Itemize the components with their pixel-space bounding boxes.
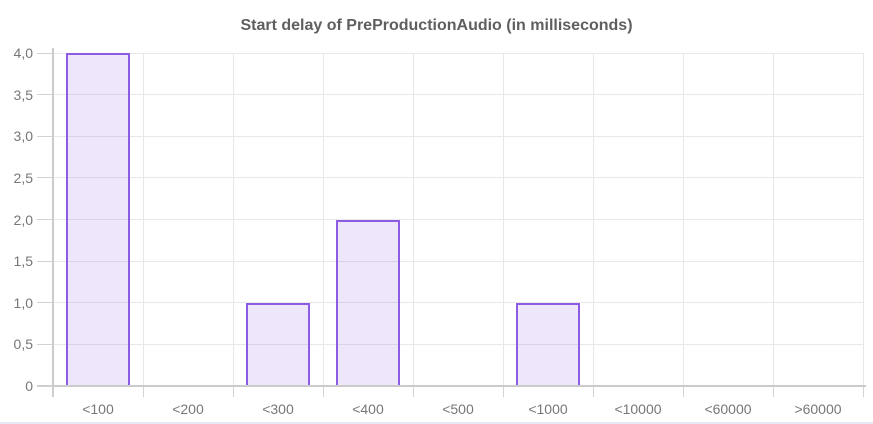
- x-tick-label: >60000: [794, 401, 842, 417]
- x-gridline: [502, 53, 504, 386]
- x-tick-label: <1000: [528, 401, 568, 417]
- bottom-divider: [0, 422, 873, 424]
- y-tick-label: 0,5: [13, 336, 33, 353]
- y-axis-tick: [37, 177, 53, 179]
- x-tick-label: <300: [262, 401, 294, 417]
- y-axis-tick: [37, 260, 53, 262]
- x-tick-label: <200: [172, 401, 204, 417]
- y-axis-tick: [37, 219, 53, 220]
- x-axis-tick: [862, 387, 864, 397]
- x-gridline: [412, 53, 414, 386]
- y-tick-label: 1,5: [13, 253, 33, 270]
- x-axis-tick: [682, 387, 684, 397]
- x-axis-tick: [142, 387, 144, 397]
- x-tick-label: <10000: [614, 401, 662, 417]
- x-axis-tick: [412, 387, 414, 397]
- y-axis-line: [52, 48, 54, 397]
- x-gridline: [592, 53, 594, 386]
- x-gridline: [772, 53, 774, 386]
- y-axis-tick: [37, 135, 53, 137]
- x-axis-tick: [592, 387, 594, 397]
- y-gridline: [53, 52, 863, 54]
- x-axis-tick: [502, 387, 504, 397]
- y-tick-label: 2,0: [13, 211, 33, 228]
- y-gridline: [53, 177, 863, 179]
- y-tick-label: 3,5: [13, 86, 33, 103]
- y-axis-tick: [37, 302, 53, 304]
- x-tick-label: <60000: [704, 401, 752, 417]
- x-gridline: [682, 53, 684, 386]
- x-axis-line: [37, 385, 866, 387]
- y-axis-tick: [37, 385, 53, 387]
- x-gridline: [232, 53, 234, 386]
- x-axis-tick: [52, 387, 54, 397]
- y-tick-label: 3,0: [13, 128, 33, 145]
- chart-title: Start delay of PreProductionAudio (in mi…: [240, 17, 633, 34]
- y-gridline: [53, 260, 863, 262]
- y-gridline: [53, 219, 863, 220]
- y-gridline: [53, 343, 863, 345]
- bar-5[interactable]: [516, 302, 580, 386]
- y-tick-label: 1,0: [13, 294, 33, 311]
- x-axis-tick: [772, 387, 774, 397]
- y-gridline: [53, 135, 863, 137]
- y-gridline: [53, 302, 863, 304]
- x-gridline: [142, 53, 144, 386]
- bar-0[interactable]: [66, 53, 130, 386]
- x-axis-tick: [232, 387, 234, 397]
- y-axis-tick: [37, 343, 53, 345]
- y-tick-label: 0: [25, 378, 33, 394]
- bar-3[interactable]: [336, 219, 400, 386]
- x-gridline: [322, 53, 324, 386]
- y-gridline: [53, 94, 863, 96]
- x-tick-label: <400: [352, 401, 384, 417]
- y-axis-tick: [37, 52, 53, 54]
- y-tick-label: 4,0: [13, 45, 33, 61]
- x-tick-label: <100: [82, 401, 114, 417]
- x-tick-label: <500: [442, 401, 474, 417]
- y-tick-label: 2,5: [13, 169, 33, 186]
- bar-2[interactable]: [246, 302, 310, 386]
- y-axis-tick: [37, 94, 53, 96]
- x-axis-tick: [322, 387, 324, 397]
- x-gridline: [862, 53, 864, 386]
